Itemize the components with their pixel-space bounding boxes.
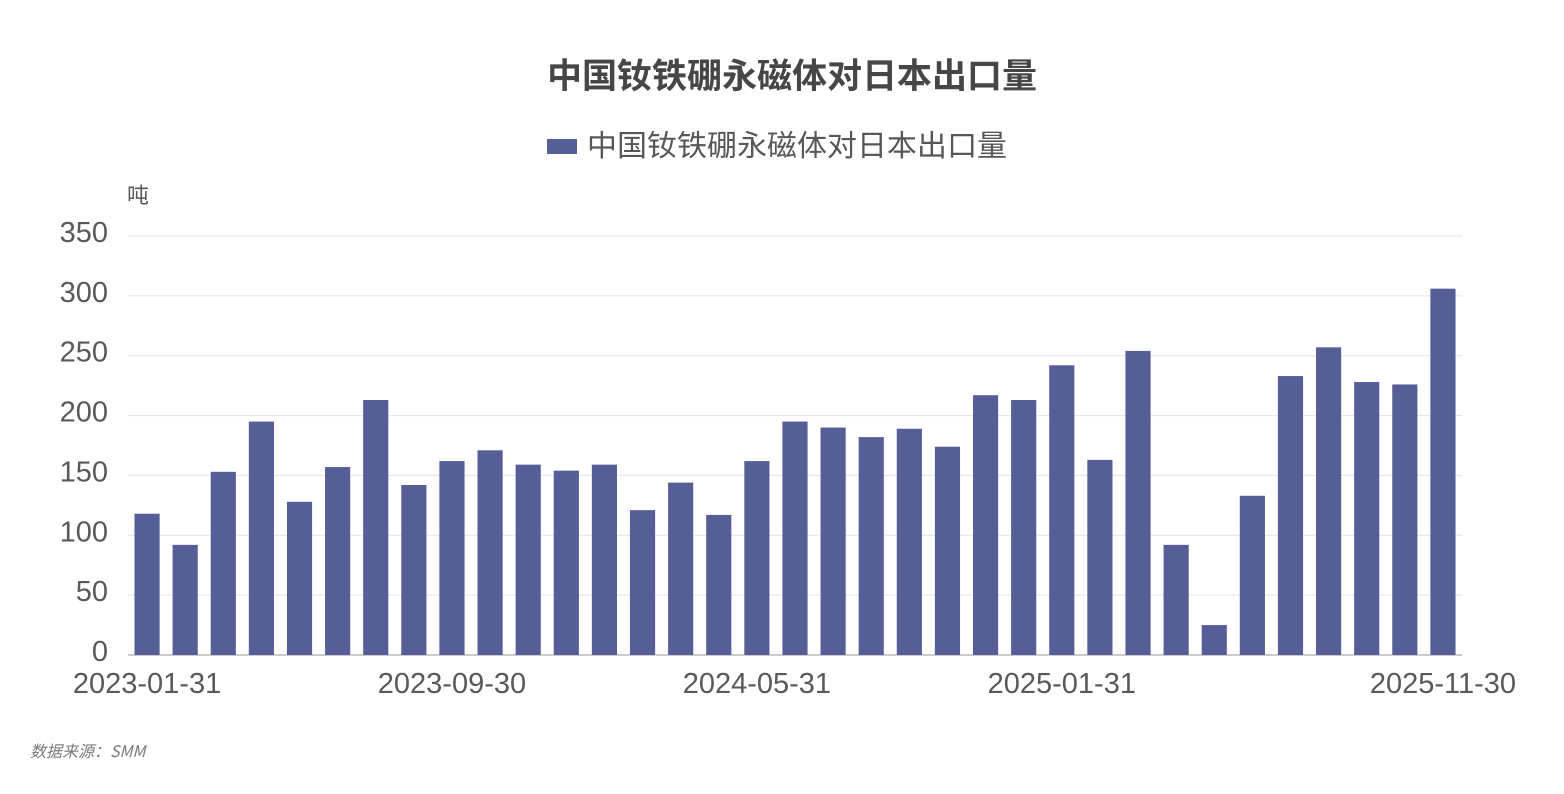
svg-text:100: 100 [60, 516, 108, 548]
svg-text:250: 250 [60, 337, 108, 369]
svg-text:300: 300 [60, 277, 108, 309]
svg-text:2025-11-30: 2025-11-30 [1370, 668, 1516, 700]
svg-text:50: 50 [76, 576, 108, 608]
svg-text:2023-01-31: 2023-01-31 [73, 668, 221, 700]
svg-text:2024-05-31: 2024-05-31 [683, 668, 831, 700]
svg-text:200: 200 [60, 397, 108, 429]
svg-text:2023-09-30: 2023-09-30 [378, 668, 526, 700]
svg-text:0: 0 [92, 636, 108, 668]
svg-text:350: 350 [60, 217, 108, 249]
svg-text:150: 150 [60, 456, 108, 488]
svg-text:2025-01-31: 2025-01-31 [988, 668, 1136, 700]
